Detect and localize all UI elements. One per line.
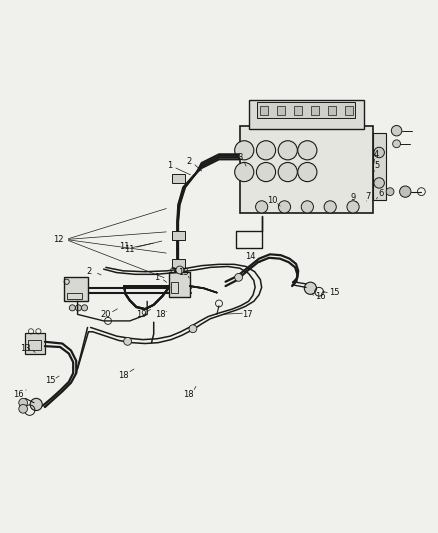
- Bar: [173, 231, 185, 239]
- Circle shape: [298, 163, 317, 182]
- Text: 17: 17: [242, 310, 253, 319]
- Bar: [169, 272, 190, 297]
- Circle shape: [19, 405, 28, 413]
- Bar: [277, 106, 285, 116]
- Circle shape: [255, 201, 268, 213]
- Text: 19: 19: [136, 310, 147, 319]
- Bar: [240, 126, 373, 213]
- Text: 18: 18: [118, 371, 129, 380]
- Circle shape: [176, 266, 184, 274]
- Circle shape: [124, 337, 131, 345]
- Circle shape: [189, 325, 197, 333]
- Text: 16: 16: [314, 293, 325, 302]
- Text: 2: 2: [186, 157, 191, 166]
- Circle shape: [304, 282, 317, 294]
- Text: 14: 14: [245, 253, 256, 261]
- Text: 13: 13: [20, 344, 31, 353]
- Circle shape: [391, 125, 402, 136]
- Text: 15: 15: [45, 376, 55, 385]
- Circle shape: [30, 398, 42, 410]
- Circle shape: [279, 201, 290, 213]
- Text: 11: 11: [119, 243, 129, 252]
- Text: 1: 1: [167, 160, 173, 169]
- Bar: [249, 100, 364, 128]
- Bar: [171, 282, 178, 293]
- Text: 3: 3: [237, 153, 243, 162]
- Text: 18: 18: [155, 310, 166, 319]
- Circle shape: [374, 177, 385, 188]
- Bar: [173, 259, 185, 268]
- Circle shape: [347, 201, 359, 213]
- Circle shape: [392, 140, 400, 148]
- Text: 20: 20: [101, 310, 111, 319]
- Text: 9: 9: [350, 193, 356, 202]
- Text: 6: 6: [378, 189, 384, 198]
- Text: 5: 5: [374, 161, 379, 171]
- Text: 7: 7: [365, 192, 371, 201]
- Circle shape: [399, 186, 411, 197]
- Text: 11: 11: [124, 245, 135, 254]
- Circle shape: [19, 398, 28, 407]
- Circle shape: [235, 141, 254, 160]
- Bar: [345, 106, 353, 116]
- Text: 15: 15: [329, 288, 339, 297]
- Bar: [294, 106, 302, 116]
- Circle shape: [278, 163, 297, 182]
- Circle shape: [374, 147, 385, 158]
- Text: 12: 12: [53, 235, 63, 244]
- Circle shape: [256, 141, 276, 160]
- Text: 13: 13: [178, 268, 189, 277]
- Circle shape: [301, 201, 314, 213]
- Text: 18: 18: [183, 390, 194, 399]
- Circle shape: [298, 141, 317, 160]
- Circle shape: [235, 273, 243, 281]
- Circle shape: [69, 305, 75, 311]
- Circle shape: [235, 163, 254, 182]
- Bar: [260, 106, 268, 116]
- Circle shape: [75, 305, 81, 311]
- Bar: [311, 106, 319, 116]
- Bar: [373, 133, 386, 200]
- Bar: [328, 106, 336, 116]
- Circle shape: [81, 305, 88, 311]
- Bar: [64, 277, 88, 301]
- Bar: [257, 102, 355, 118]
- Bar: [28, 340, 41, 351]
- Circle shape: [278, 141, 297, 160]
- Text: 2: 2: [87, 267, 92, 276]
- Text: 10: 10: [267, 196, 277, 205]
- Text: 4: 4: [374, 150, 379, 159]
- Circle shape: [256, 163, 276, 182]
- Circle shape: [324, 201, 336, 213]
- Bar: [67, 293, 82, 299]
- Bar: [25, 333, 45, 353]
- Text: 1: 1: [154, 273, 159, 282]
- Bar: [173, 174, 185, 183]
- Circle shape: [386, 188, 394, 196]
- Text: 16: 16: [14, 390, 24, 399]
